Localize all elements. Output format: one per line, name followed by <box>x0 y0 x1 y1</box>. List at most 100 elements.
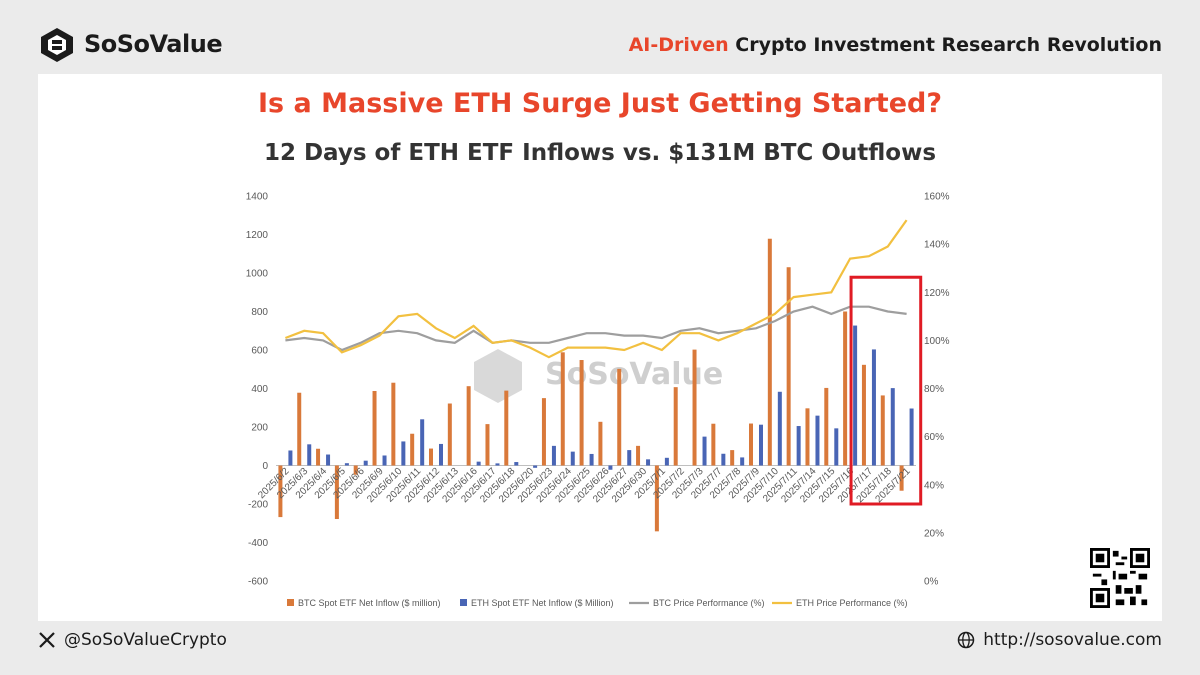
eth-inflow-bar <box>514 462 519 466</box>
btc-inflow-bar <box>730 450 735 466</box>
footer-website[interactable]: http://sosovalue.com <box>957 630 1162 650</box>
btc-inflow-bar <box>278 465 283 518</box>
y-left-tick-label: 200 <box>251 423 268 434</box>
brand-name: SoSoValue <box>84 30 223 58</box>
legend-swatch <box>287 599 294 606</box>
btc-inflow-bar <box>673 387 678 466</box>
eth-inflow-bar <box>759 424 763 466</box>
eth-inflow-bar <box>815 415 820 466</box>
btc-inflow-bar <box>749 423 753 466</box>
highlight-box <box>849 275 923 506</box>
tagline-rest: Crypto Investment Research Revolution <box>728 34 1162 56</box>
y-left-tick-label: -200 <box>248 500 268 511</box>
x-logo-icon <box>39 632 55 648</box>
eth-inflow-bar <box>664 457 669 466</box>
legend-item: BTC Price Performance (%) <box>629 598 765 608</box>
eth-inflow-bar <box>589 453 594 466</box>
btc-inflow-bar <box>617 368 622 466</box>
eth-inflow-bar <box>420 419 425 466</box>
eth-inflow-bar <box>570 451 575 466</box>
btc-inflow-bar <box>447 403 452 466</box>
chart-highlight <box>849 275 923 506</box>
legend-item: ETH Spot ETF Net Inflow ($ Million) <box>460 598 614 608</box>
chart-legend: BTC Spot ETF Net Inflow ($ million) ETH S… <box>287 598 908 608</box>
watermark: SoSoValue <box>474 349 723 403</box>
btc-inflow-bar <box>824 387 829 466</box>
eth-inflow-bar <box>401 441 406 466</box>
y-left-tick-label: -400 <box>248 538 268 549</box>
btc-inflow-bar <box>560 352 565 466</box>
website-url: http://sosovalue.com <box>983 630 1162 650</box>
btc-inflow-bar <box>429 448 433 466</box>
btc-price-line <box>285 305 907 352</box>
btc-inflow-bar <box>485 424 490 466</box>
legend-label: ETH Spot ETF Net Inflow ($ Million) <box>471 598 614 608</box>
y-left-tick-label: 1200 <box>246 230 269 241</box>
sosovalue-logo-icon <box>41 28 73 62</box>
btc-inflow-bar <box>372 391 377 466</box>
y-left-tick-label: 600 <box>251 346 268 357</box>
btc-inflow-bar <box>805 408 810 466</box>
legend-item: ETH Price Performance (%) <box>772 598 908 608</box>
y-left-tick-label: 1000 <box>246 269 269 280</box>
btc-inflow-bar <box>541 398 546 466</box>
y-left-tick-label: 800 <box>251 307 268 318</box>
y-right-tick-label: 40% <box>924 480 944 491</box>
y-right-tick-label: 0% <box>924 577 939 588</box>
eth-inflow-bar <box>890 388 895 466</box>
btc-inflow-bar <box>767 238 772 466</box>
tagline: AI-Driven Crypto Investment Research Rev… <box>629 34 1162 56</box>
eth-inflow-bar <box>871 349 876 466</box>
y-left-tick-label: -600 <box>248 577 268 588</box>
y-left-tick-label: 400 <box>251 384 268 395</box>
btc-inflow-bar <box>654 465 659 532</box>
eth-inflow-bar <box>439 443 443 466</box>
eth-inflow-bar <box>288 450 293 466</box>
btc-inflow-bar <box>334 465 339 520</box>
btc-inflow-bar <box>410 433 415 466</box>
y-right-tick-label: 60% <box>924 432 944 443</box>
eth-inflow-bar <box>382 455 387 466</box>
eth-inflow-bar <box>796 426 801 466</box>
y-right-tick-label: 80% <box>924 384 944 395</box>
btc-inflow-bar <box>391 382 396 466</box>
eth-inflow-bar <box>834 428 839 466</box>
y-left-tick-label: 0 <box>262 461 268 472</box>
btc-inflow-bar <box>786 267 791 466</box>
btc-inflow-bar <box>504 390 509 466</box>
eth-inflow-bar <box>608 465 613 470</box>
footer-social[interactable]: @SoSoValueCrypto <box>38 630 227 650</box>
btc-inflow-bar <box>297 392 302 466</box>
eth-inflow-bar <box>702 436 707 466</box>
eth-inflow-bar <box>344 463 349 466</box>
y-right-tick-label: 160% <box>924 192 950 203</box>
eth-inflow-bar <box>476 461 481 466</box>
tagline-accent: AI-Driven <box>628 34 729 56</box>
eth-inflow-bar <box>307 444 312 466</box>
eth-inflow-bar <box>721 453 726 466</box>
eth-inflow-bar <box>740 457 745 466</box>
eth-inflow-bar <box>909 408 914 466</box>
btc-inflow-bar <box>880 395 885 466</box>
y-right-tick-label: 120% <box>924 288 950 299</box>
btc-inflow-bar <box>598 421 603 466</box>
btc-inflow-bar <box>353 465 358 475</box>
social-handle: @SoSoValueCrypto <box>64 630 227 650</box>
globe-icon <box>958 631 975 649</box>
chart-lines <box>285 219 908 359</box>
btc-inflow-bar <box>899 465 904 491</box>
eth-inflow-bar <box>777 391 782 466</box>
y-right-tick-label: 20% <box>924 528 944 539</box>
page-title: Is a Massive ETH Surge Just Getting Star… <box>257 88 943 119</box>
btc-inflow-bar <box>466 386 471 466</box>
eth-inflow-bar <box>533 465 538 468</box>
eth-inflow-bar <box>646 459 651 466</box>
y-left-tick-label: 1400 <box>246 192 269 203</box>
eth-inflow-bar <box>627 450 632 466</box>
chart-bars <box>278 238 914 532</box>
legend-item: BTC Spot ETF Net Inflow ($ million) <box>287 598 441 608</box>
eth-inflow-bar <box>363 460 368 466</box>
btc-inflow-bar <box>861 364 866 466</box>
watermark-logo-icon <box>474 349 522 403</box>
